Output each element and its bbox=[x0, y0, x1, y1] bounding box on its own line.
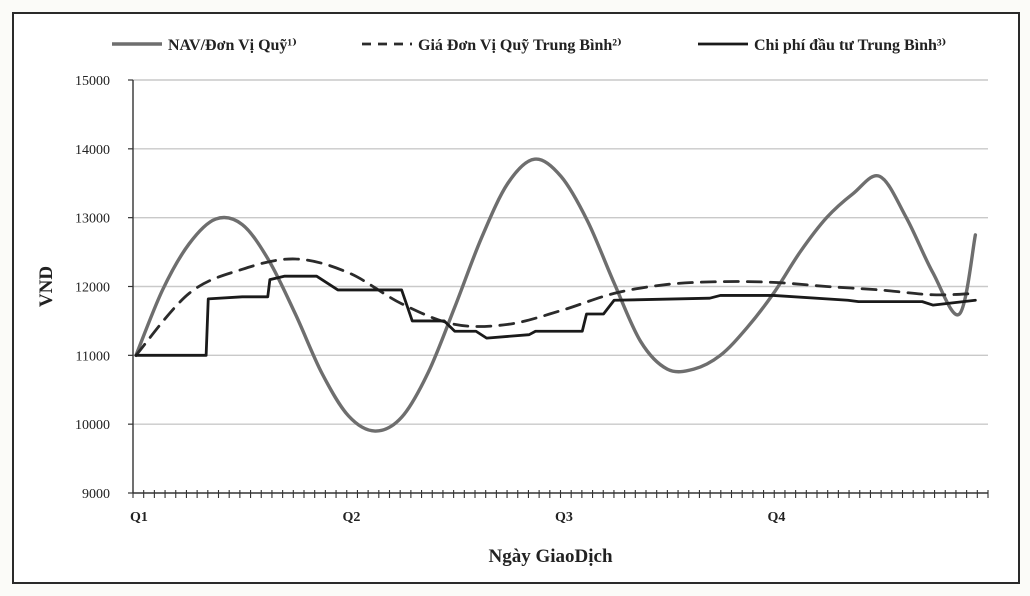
y-tick-label: 14000 bbox=[75, 143, 110, 158]
y-tick-label: 10000 bbox=[75, 418, 110, 433]
x-tick-label: Q2 bbox=[343, 510, 361, 525]
legend-label-1: NAV/Đơn Vị Quỹ¹⁾ bbox=[168, 37, 297, 54]
series-line-2 bbox=[134, 257, 977, 357]
y-axis: 9000 10000 11000 12000 13000 14000 15000 bbox=[75, 74, 134, 502]
chart-frame bbox=[12, 12, 1020, 584]
y-tick-label: 13000 bbox=[75, 212, 110, 227]
series-line-3 bbox=[134, 274, 977, 357]
x-tick-label: Q1 bbox=[130, 510, 148, 525]
y-axis-title: VND bbox=[36, 266, 57, 307]
series-line-1 bbox=[134, 157, 978, 433]
legend-label-2: Giá Đơn Vị Quỹ Trung Bình²⁾ bbox=[418, 37, 622, 54]
x-tick-label: Q3 bbox=[555, 510, 573, 525]
x-axis-title: Ngày GiaoDịch bbox=[488, 546, 612, 567]
legend: NAV/Đơn Vị Quỹ¹⁾ Giá Đơn Vị Quỹ Trung Bìn… bbox=[112, 37, 946, 54]
series-lines bbox=[134, 157, 978, 433]
gridlines bbox=[133, 79, 988, 425]
y-tick-label: 9000 bbox=[82, 487, 110, 502]
x-tick-label: Q4 bbox=[768, 510, 786, 525]
y-tick-label: 12000 bbox=[75, 281, 110, 296]
legend-label-3: Chi phí đầu tư Trung Bình³⁾ bbox=[754, 37, 946, 54]
y-tick-label: 15000 bbox=[75, 74, 110, 89]
y-tick-label: 11000 bbox=[76, 349, 110, 364]
x-axis: Q1 Q2 Q3 Q4 bbox=[130, 490, 989, 525]
